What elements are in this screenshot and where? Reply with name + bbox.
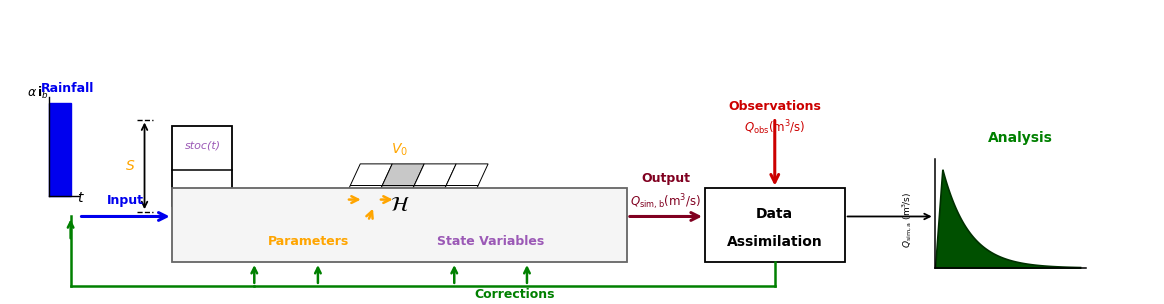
Bar [705,188,845,262]
Text: Rainfall: Rainfall [41,82,94,95]
Polygon shape [331,207,372,229]
Bar [172,126,233,206]
Polygon shape [936,170,1080,268]
Text: Corrections: Corrections [474,288,555,301]
Bar [172,188,627,262]
Text: State Variables: State Variables [436,235,545,248]
Text: $\alpha\,\mathbf{i}_b$: $\alpha\,\mathbf{i}_b$ [27,85,49,101]
Text: $Q_{\rm sim,b}(\rm m^3/s)$: $Q_{\rm sim,b}(\rm m^3/s)$ [631,192,702,212]
Polygon shape [362,207,404,229]
Polygon shape [340,185,382,207]
Polygon shape [414,164,456,185]
Polygon shape [350,164,392,185]
Text: Data: Data [757,207,794,221]
Text: $S$: $S$ [126,159,136,173]
Text: Output: Output [641,172,690,185]
Text: stoc(t): stoc(t) [184,141,220,151]
Polygon shape [404,185,446,207]
Polygon shape [436,185,478,207]
Text: $Q_{\rm sim,a}\ (\rm m^3\!/s)$: $Q_{\rm sim,a}\ (\rm m^3\!/s)$ [901,192,915,248]
Text: Analysis: Analysis [988,131,1052,145]
Text: $\mathcal{H}$: $\mathcal{H}$ [390,195,410,215]
Bar [49,103,71,196]
Text: Input: Input [107,194,144,207]
Polygon shape [395,207,436,229]
Text: $t$: $t$ [77,191,85,205]
Polygon shape [446,164,488,185]
Polygon shape [372,185,414,207]
Text: $Q_{\rm obs}(\rm m^3/s)$: $Q_{\rm obs}(\rm m^3/s)$ [744,119,805,137]
Text: Assimilation: Assimilation [726,235,823,249]
Polygon shape [382,164,424,185]
Text: $V_0$: $V_0$ [391,142,407,158]
Polygon shape [426,207,468,229]
Text: Parameters: Parameters [268,235,349,248]
Text: Observations: Observations [729,100,822,113]
